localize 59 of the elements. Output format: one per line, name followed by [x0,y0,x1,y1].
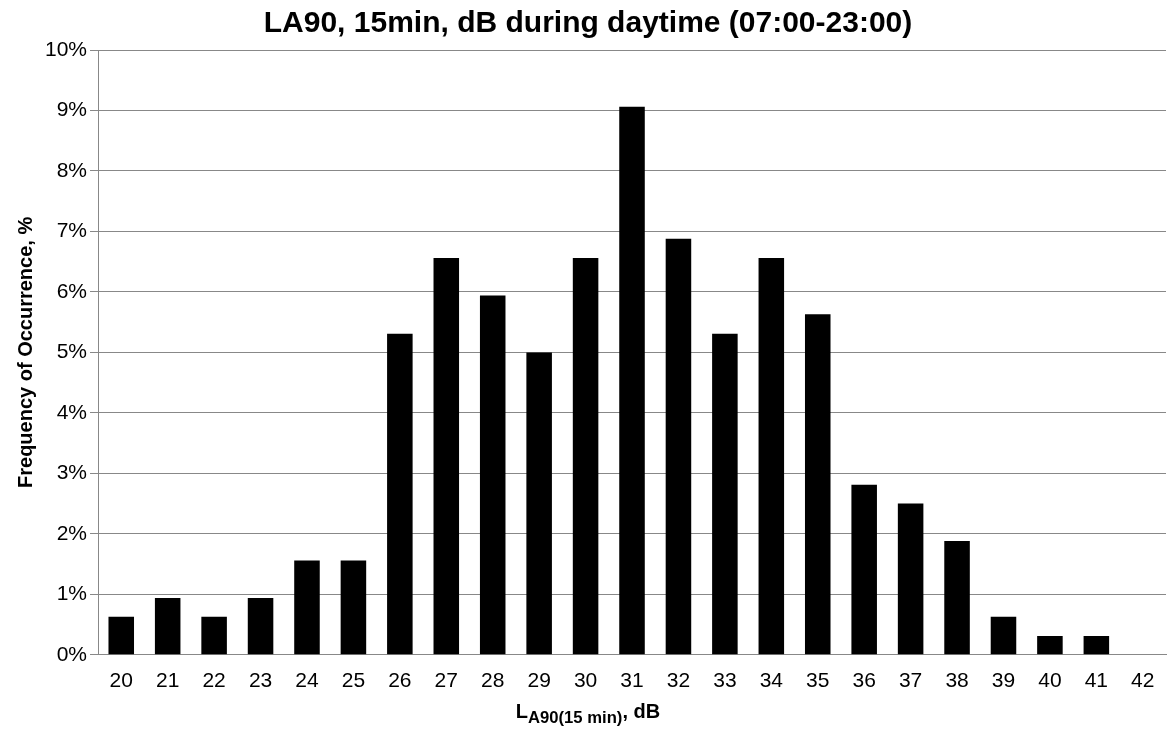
x-tick-label: 23 [248,668,273,692]
bar [387,333,413,655]
x-tick-label: 42 [1131,668,1155,692]
bar [619,106,645,655]
y-tick-label: 3% [56,460,88,484]
bar [108,616,135,655]
x-tick-label: 41 [1084,668,1109,692]
x-tick-label: 39 [991,668,1016,692]
bar [897,503,924,655]
x-tick-label: 25 [341,668,366,692]
y-tick-label: 6% [56,278,88,302]
x-tick-label: 32 [666,668,691,692]
bar [572,258,599,655]
y-tick-label: 7% [56,218,88,242]
bar [944,541,970,655]
bar [340,560,367,655]
x-tick-label: 36 [852,668,876,692]
x-tick-label: 22 [202,668,226,692]
x-tick-label: 20 [109,668,133,692]
x-tick-label: 34 [759,668,784,692]
bar [247,597,274,655]
bar [526,352,552,655]
bar [990,616,1017,655]
y-tick-label: 0% [56,641,88,665]
bar [479,295,506,655]
bar [201,616,227,655]
bar [433,258,460,655]
x-tick-label: 24 [295,668,319,692]
y-tick-label: 4% [56,399,88,423]
y-tick-label: 1% [56,581,88,605]
x-tick-label: 26 [388,668,412,692]
bar [1083,636,1110,655]
x-tick-label: 28 [481,668,505,692]
x-tick-label: 27 [434,668,458,692]
y-tick-label: 9% [56,97,88,121]
x-tick-label: 21 [156,668,180,692]
x-tick-label: 40 [1038,668,1062,692]
x-tick-label: 35 [806,668,830,692]
x-tick-label: 30 [573,668,598,692]
x-tick-label: 38 [945,668,969,692]
bar [712,333,738,655]
x-tick-label: 31 [620,668,644,692]
y-tick-label: 2% [56,520,88,544]
bar [851,484,877,655]
x-tick-label: 37 [898,668,923,692]
x-tick-label: 33 [713,668,737,692]
bar [154,597,181,655]
y-axis-title: Frequency of Occurrence, % [13,216,36,488]
y-tick-label: 8% [56,157,88,181]
bar [665,238,692,655]
y-tick-label: 10% [45,36,88,60]
bar [804,314,831,655]
x-tick-label: 29 [527,668,551,692]
chart-title: LA90, 15min, dB during daytime (07:00-23:00) [263,5,913,39]
bar [758,258,785,655]
bar [294,560,320,655]
x-axis-title: L$_{A90(15 min)}$, dB [514,700,662,728]
bar [1037,636,1063,655]
y-tick-label: 5% [56,339,88,363]
